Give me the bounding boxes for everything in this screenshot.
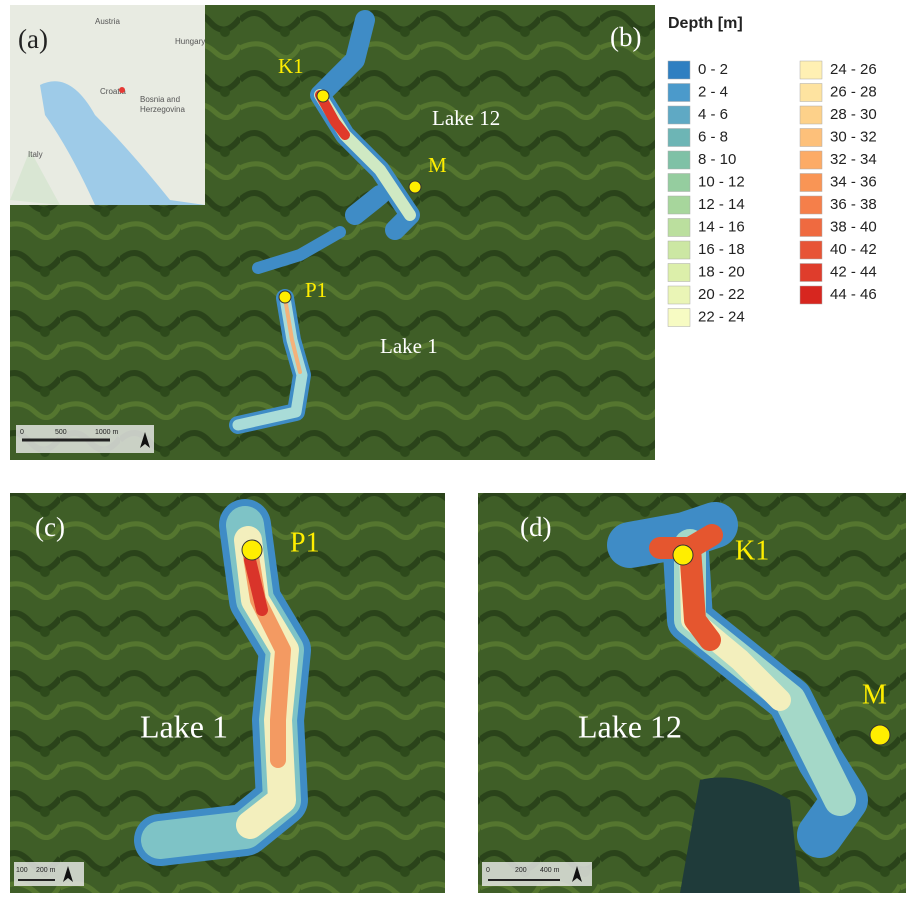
- legend-swatch: [667, 263, 691, 282]
- legend-swatch: [667, 173, 691, 192]
- legend-swatch: [667, 105, 691, 125]
- legend-label: 0 - 2: [698, 61, 728, 78]
- legend-swatch: [799, 240, 823, 260]
- legend-label: 44 - 46: [830, 286, 877, 303]
- legend-swatch: [799, 150, 823, 170]
- place-label: Italy: [28, 150, 43, 159]
- lake-shape: [229, 10, 420, 434]
- panel-d: (d) K1 M Lake 12 0 200 400 m: [478, 493, 906, 893]
- lake-shape: [607, 502, 868, 858]
- legend: Depth [m] 0 - 2 2 - 4 4 - 6 6 - 8 8 - 10 10 -…: [667, 15, 877, 327]
- legend-swatch: [799, 83, 823, 102]
- legend-label: 14 - 16: [698, 218, 745, 235]
- legend-swatch: [799, 195, 823, 215]
- legend-label: 40 - 42: [830, 241, 877, 258]
- legend-swatch: [799, 128, 823, 147]
- legend-swatch: [667, 83, 691, 102]
- station-label: M: [428, 153, 447, 177]
- place-label: Croatia: [100, 87, 126, 96]
- legend-label: 24 - 26: [830, 61, 877, 78]
- scale-label: 0: [486, 867, 490, 874]
- legend-swatch: [667, 240, 691, 260]
- lake-label: Lake 12: [578, 708, 682, 744]
- legend-label: 20 - 22: [698, 286, 745, 303]
- station-label: K1: [278, 54, 304, 78]
- legend-label: 34 - 36: [830, 173, 877, 190]
- legend-label: 2 - 4: [698, 83, 728, 100]
- scale-label: 100: [16, 867, 28, 874]
- legend-label: 8 - 10: [698, 151, 736, 168]
- legend-label: 10 - 12: [698, 173, 745, 190]
- panel-a: (a) Austria Hungary Croatia Bosnia and H…: [10, 5, 205, 205]
- lake-label: Lake 1: [140, 708, 228, 744]
- legend-swatch: [799, 263, 823, 282]
- legend-label: 38 - 40: [830, 218, 877, 235]
- legend-label: 18 - 20: [698, 263, 745, 280]
- legend-swatch: [667, 285, 691, 305]
- legend-swatch: [799, 105, 823, 125]
- station-label: M: [862, 679, 887, 710]
- legend-label: 28 - 30: [830, 106, 877, 123]
- place-label: Austria: [95, 17, 120, 26]
- legend-label: 4 - 6: [698, 106, 728, 123]
- legend-label: 26 - 28: [830, 83, 877, 100]
- legend-label: 16 - 18: [698, 241, 745, 258]
- scale-label: 200: [515, 867, 527, 874]
- scale-label: 400 m: [540, 867, 560, 874]
- lake-label: Lake 12: [432, 106, 500, 130]
- place-label: Herzegovina: [140, 105, 185, 114]
- legend-label: 36 - 38: [830, 196, 877, 213]
- panel-label: (a): [18, 24, 48, 54]
- station-label: P1: [290, 527, 320, 558]
- legend-label: 12 - 14: [698, 196, 745, 213]
- legend-swatch: [799, 173, 823, 192]
- scale-label: 0: [20, 429, 24, 436]
- panel-label: (b): [610, 22, 641, 52]
- panel-c: (c) P1 Lake 1 100 200 m: [10, 493, 445, 893]
- legend-swatch: [667, 218, 691, 237]
- scale-label: 500: [55, 429, 67, 436]
- legend-label: 30 - 32: [830, 128, 877, 145]
- legend-label: 22 - 24: [698, 308, 745, 325]
- place-label: Bosnia and: [140, 95, 180, 104]
- legend-swatch: [667, 308, 691, 327]
- scale-label: 200 m: [36, 867, 56, 874]
- legend-swatch: [799, 285, 823, 305]
- legend-swatch: [799, 218, 823, 237]
- legend-swatch: [667, 150, 691, 170]
- panel-label: (d): [520, 512, 551, 542]
- panel-label: (c): [35, 512, 65, 542]
- place-label: Hungary: [175, 37, 205, 46]
- legend-swatch: [799, 60, 823, 80]
- station-label: P1: [305, 278, 327, 302]
- scale-label: 1000 m: [95, 429, 119, 436]
- legend-label: 32 - 34: [830, 151, 877, 168]
- legend-label: 6 - 8: [698, 128, 728, 145]
- lake-shape: [134, 499, 311, 866]
- legend-label: 42 - 44: [830, 263, 877, 280]
- legend-swatch: [667, 195, 691, 215]
- legend-swatch: [667, 128, 691, 147]
- lake-label: Lake 1: [380, 334, 438, 358]
- legend-title: Depth [m]: [668, 15, 743, 32]
- station-label: K1: [735, 535, 769, 566]
- legend-swatch: [667, 60, 691, 80]
